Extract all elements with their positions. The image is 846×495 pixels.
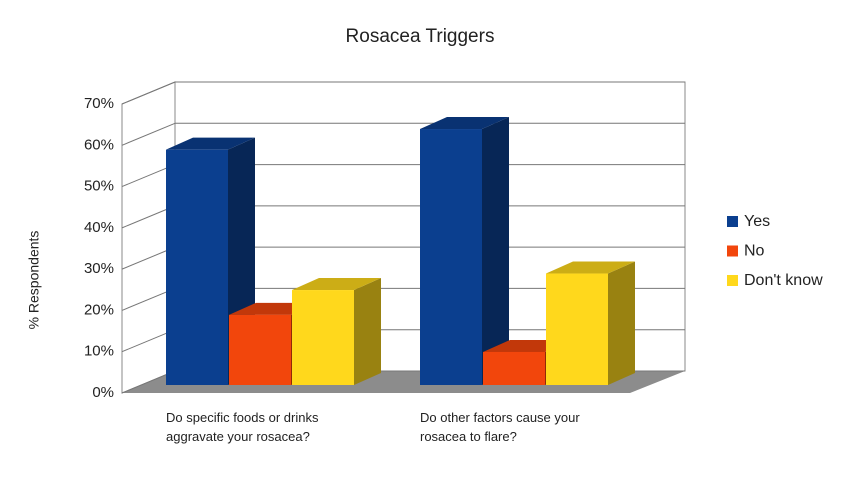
bar xyxy=(166,149,228,385)
y-tick-label: 70% xyxy=(84,95,114,112)
legend-label: Don't know xyxy=(744,272,823,289)
y-tick-label: 30% xyxy=(84,260,114,277)
bar-side xyxy=(482,117,509,386)
y-tick-label: 60% xyxy=(84,136,114,153)
bar xyxy=(483,351,545,385)
y-tick-label: 50% xyxy=(84,178,114,195)
bar-side xyxy=(354,278,381,385)
grid-line xyxy=(121,81,176,105)
bar xyxy=(420,129,482,385)
y-axis-title: % Respondents xyxy=(26,231,42,330)
grid-line xyxy=(121,122,176,146)
legend-swatch xyxy=(727,216,738,227)
y-tick-label: 40% xyxy=(84,219,114,236)
bar-top xyxy=(292,278,381,291)
bar-top xyxy=(546,261,635,274)
chart-title: Rosacea Triggers xyxy=(346,26,495,47)
y-tick-label: 10% xyxy=(84,343,114,360)
bar-top xyxy=(166,137,255,150)
bar xyxy=(292,290,354,385)
bar-top xyxy=(420,117,509,130)
legend-swatch xyxy=(727,275,738,286)
bar-side xyxy=(608,261,635,385)
legend-label: Yes xyxy=(744,213,770,230)
bar xyxy=(229,314,291,385)
x-tick-label: Do other factors cause your rosacea to f… xyxy=(420,410,580,444)
legend-swatch xyxy=(727,245,738,257)
y-tick-label: 0% xyxy=(92,384,114,401)
bar xyxy=(546,273,608,385)
legend-label: No xyxy=(744,243,765,260)
x-tick-label: Do specific foods or drinks aggravate yo… xyxy=(166,410,319,444)
y-tick-label: 20% xyxy=(84,301,114,318)
